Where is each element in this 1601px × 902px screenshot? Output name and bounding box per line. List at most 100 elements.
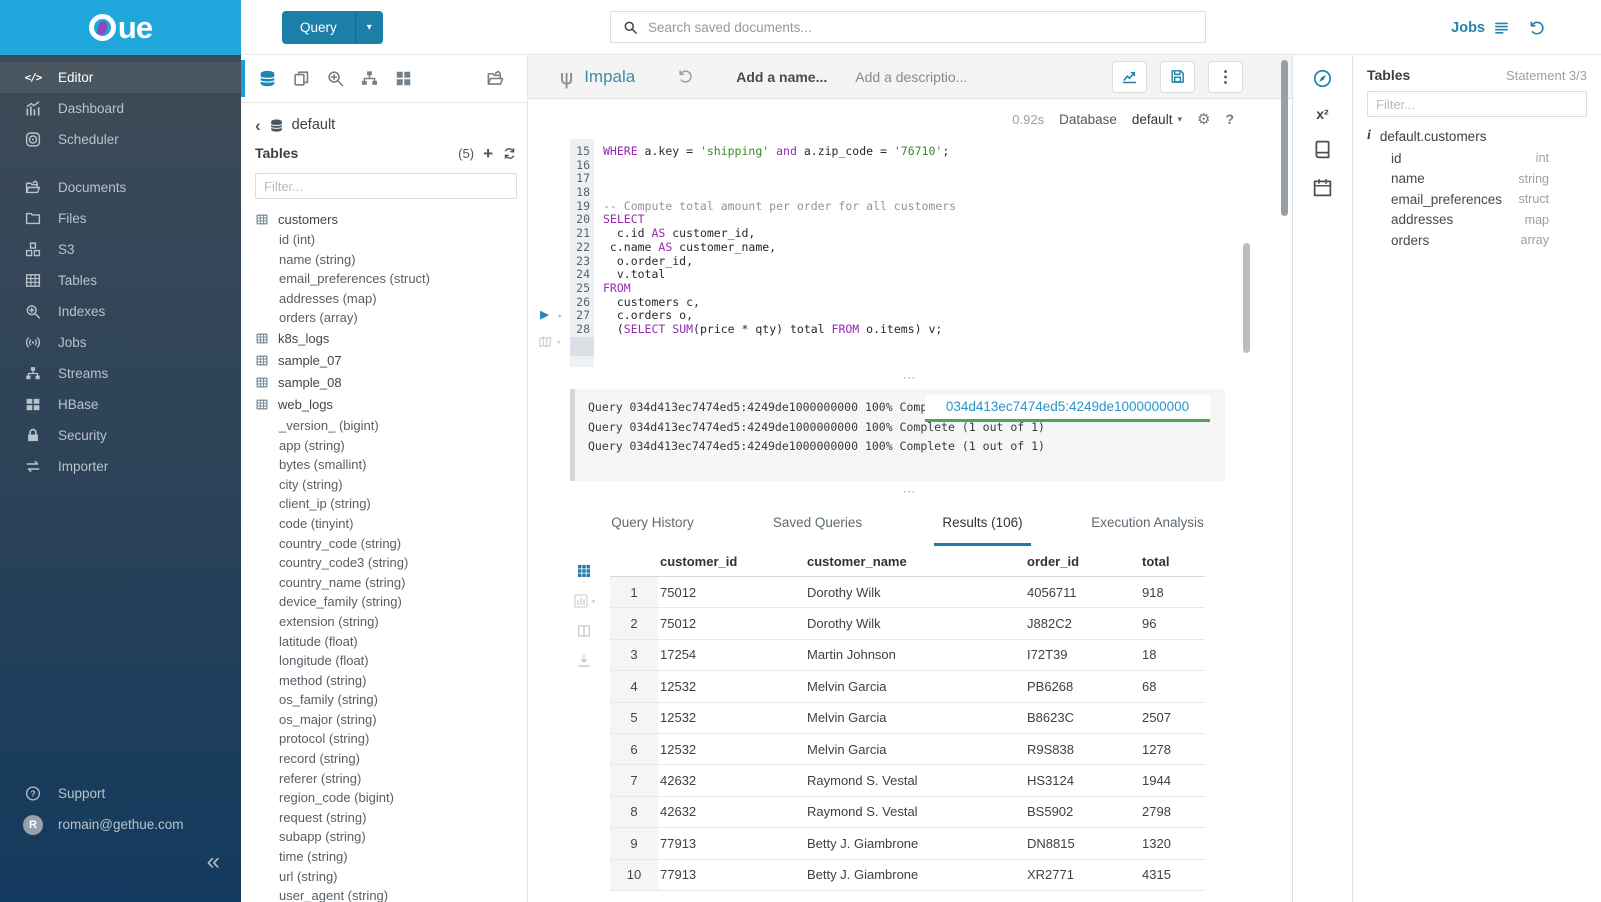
column-item-code[interactable]: code (tinyint) [279, 515, 354, 531]
column-item-longitude[interactable]: longitude (float) [279, 653, 369, 669]
query-dropdown-caret[interactable]: ▾ [366, 22, 372, 33]
refresh-icon[interactable] [502, 146, 517, 161]
column-item-country-code3[interactable]: country_code3 (string) [279, 555, 409, 571]
apps-source-icon[interactable] [394, 69, 413, 88]
column-item-subapp[interactable]: subapp (string) [279, 829, 366, 845]
column-item-extension[interactable]: extension (string) [279, 613, 379, 629]
table-row[interactable]: 7 42632 Raymond S. Vestal HS3124 1944 [610, 765, 1205, 797]
column-item-version[interactable]: _version_ (bigint) [279, 417, 379, 433]
grid-view-icon[interactable] [576, 563, 592, 579]
add-table-button[interactable]: + [483, 143, 493, 163]
table-item-web-logs[interactable]: web_logs [255, 394, 517, 416]
query-history-icon[interactable] [677, 68, 694, 85]
column-item-client-ip[interactable]: client_ip (string) [279, 496, 371, 512]
sidebar-item-support[interactable]: ? Support [0, 778, 241, 809]
tab-execution-analysis[interactable]: Execution Analysis [1065, 503, 1230, 547]
right-column-addresses[interactable]: addresses map [1367, 210, 1587, 231]
sidebar-item-streams[interactable]: Streams [0, 358, 241, 389]
chart-view-icon[interactable] [573, 593, 589, 609]
folder-source-icon[interactable] [486, 69, 505, 88]
sidebar-item-scheduler[interactable]: Scheduler [0, 124, 241, 155]
sidebar-item-files[interactable]: Files [0, 203, 241, 234]
column-item-latitude[interactable]: latitude (float) [279, 633, 358, 649]
table-row[interactable]: 3 17254 Martin Johnson I72T39 18 [610, 639, 1205, 672]
column-item-app[interactable]: app (string) [279, 437, 345, 453]
sidebar-item-editor[interactable]: </> Editor [0, 62, 241, 93]
column-item-country-name[interactable]: country_name (string) [279, 574, 406, 590]
column-item-email-preferences[interactable]: email_preferences (struct) [279, 271, 430, 287]
sidebar-item-s3[interactable]: S3 [0, 234, 241, 265]
database-selector[interactable]: default ▾ [1132, 112, 1182, 127]
active-table-row[interactable]: i default.customers [1367, 128, 1587, 144]
sidebar-item-documents[interactable]: Documents [0, 172, 241, 203]
sidebar-item-importer[interactable]: Importer [0, 451, 241, 482]
right-column-name[interactable]: name string [1367, 169, 1587, 190]
documents-source-icon[interactable] [292, 69, 311, 88]
column-item-referer[interactable]: referer (string) [279, 770, 362, 786]
query-description-field[interactable]: Add a descriptio... [855, 68, 968, 85]
table-item-k8s-logs[interactable]: k8s_logs [255, 328, 517, 350]
columns-view-icon[interactable] [576, 623, 592, 639]
sidebar-item-tables[interactable]: Tables [0, 265, 241, 296]
execute-play-button[interactable]: ▶ [540, 305, 550, 323]
sidebar-item-security[interactable]: Security [0, 420, 241, 451]
chart-button[interactable] [1112, 60, 1147, 93]
download-icon[interactable] [576, 653, 592, 669]
query-id-link[interactable]: 034d413ec7474ed5:4249de1000000000 [925, 395, 1210, 422]
breadcrumb[interactable]: ‹ default [255, 113, 517, 137]
column-item-user-agent[interactable]: user_agent (string) [279, 888, 389, 902]
column-item-name[interactable]: name (string) [279, 251, 356, 267]
right-column-email-preferences[interactable]: email_preferences struct [1367, 189, 1587, 210]
table-row[interactable]: 6 12532 Melvin Garcia R9S838 1278 [610, 733, 1205, 766]
query-name-field[interactable]: Add a name... [736, 68, 828, 85]
resize-handle-top[interactable]: ⋯ [902, 370, 918, 385]
global-search[interactable] [610, 11, 1206, 43]
column-item-device-family[interactable]: device_family (string) [279, 594, 402, 610]
column-item-orders[interactable]: orders (array) [279, 310, 358, 326]
table-row[interactable]: 10 77913 Betty J. Giambrone XR2771 4315 [610, 859, 1205, 891]
sidebar-item-jobs[interactable]: Jobs [0, 327, 241, 358]
column-item-url[interactable]: url (string) [279, 868, 338, 884]
tab-results-106[interactable]: Results (106) [900, 503, 1065, 547]
more-options-button[interactable]: ⋮ [1208, 60, 1243, 93]
minimap-icon[interactable] [537, 335, 553, 349]
column-item-country-code[interactable]: country_code (string) [279, 535, 402, 551]
tab-saved-queries[interactable]: Saved Queries [735, 503, 900, 547]
execute-options-caret[interactable]: ▾ [557, 312, 563, 322]
functions-icon[interactable]: x² [1316, 106, 1329, 122]
table-item-sample-07[interactable]: sample_07 [255, 350, 517, 372]
column-item-id[interactable]: id (int) [279, 232, 316, 247]
table-row[interactable]: 4 12532 Melvin Garcia PB6268 68 [610, 671, 1205, 703]
column-item-request[interactable]: request (string) [279, 809, 367, 825]
sidebar-item-hbase[interactable]: HBase [0, 389, 241, 420]
tab-query-history[interactable]: Query History [570, 503, 735, 547]
schedule-icon[interactable] [1312, 177, 1333, 198]
table-row[interactable]: 5 12532 Melvin Garcia B8623C 2507 [610, 702, 1205, 734]
right-column-id[interactable]: id int [1367, 148, 1587, 169]
chart-view-caret[interactable]: ▾ [591, 596, 596, 606]
column-item-city[interactable]: city (string) [279, 476, 343, 492]
settings-gear-icon[interactable]: ⚙ [1196, 111, 1211, 128]
collapse-sidebar-button[interactable]: « [206, 848, 220, 875]
table-row[interactable]: 1 75012 Dorothy Wilk 4056711 918 [610, 577, 1205, 609]
sidebar-item-dashboard[interactable]: Dashboard [0, 93, 241, 124]
minimap-caret[interactable]: ▾ [556, 338, 562, 348]
code-editor[interactable]: ▶ ▾ ▾ 15 16 17 18 19 20 21 22 23 24 25 26 27 28 WHERE… [528, 139, 1292, 367]
table-row[interactable]: 2 75012 Dorothy Wilk J882C2 96 [610, 608, 1205, 640]
sidebar-item-indexes[interactable]: Indexes [0, 296, 241, 327]
hue-logo[interactable]: ue [0, 0, 241, 55]
table-row[interactable]: 8 42632 Raymond S. Vestal BS5902 2798 [610, 796, 1205, 829]
back-chevron-icon[interactable]: ‹ [255, 115, 261, 135]
history-icon[interactable] [1528, 19, 1546, 37]
column-item-os-major[interactable]: os_major (string) [279, 711, 377, 727]
sitemap-source-icon[interactable] [360, 69, 379, 88]
databases-source-icon[interactable] [258, 69, 277, 88]
main-scrollbar[interactable] [1281, 60, 1288, 216]
code-pane[interactable]: WHERE a.key = 'shipping' and a.zip_code … [594, 139, 1292, 367]
save-button[interactable] [1160, 60, 1195, 93]
search-input[interactable] [648, 19, 1193, 35]
column-item-addresses[interactable]: addresses (map) [279, 290, 377, 306]
help-question-icon[interactable]: ? [1225, 111, 1234, 127]
column-item-record[interactable]: record (string) [279, 751, 360, 767]
query-button[interactable]: Query ▾ [282, 11, 383, 44]
